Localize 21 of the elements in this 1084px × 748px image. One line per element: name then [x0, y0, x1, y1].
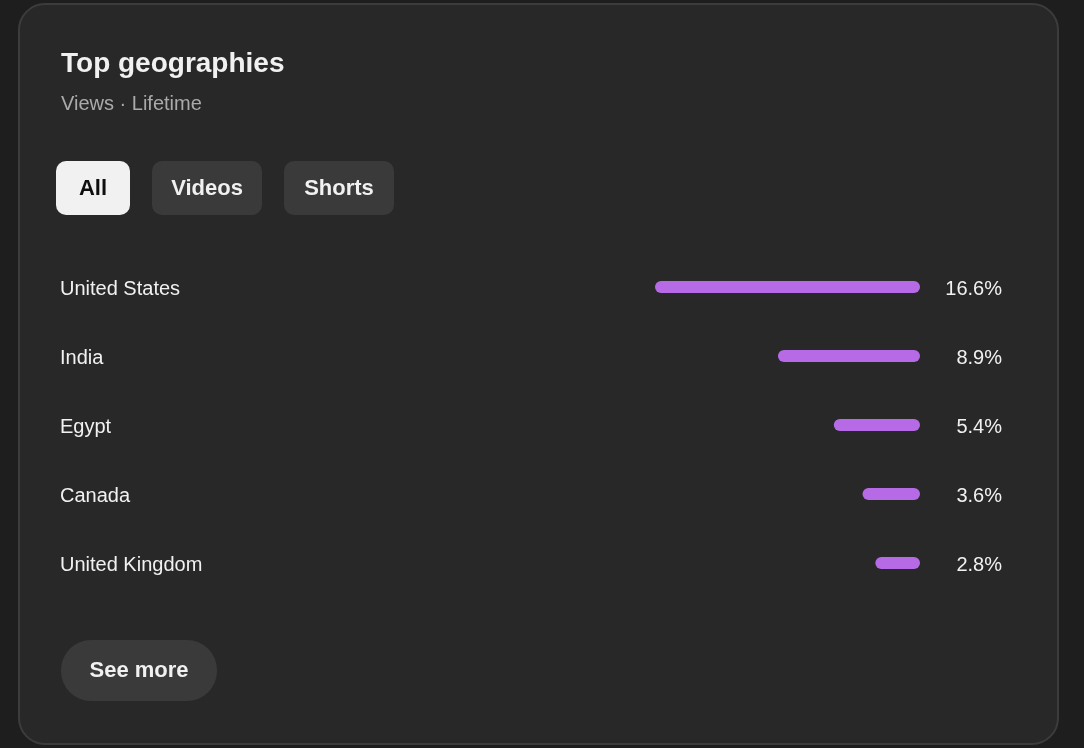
y-tick-label: Canada	[60, 484, 131, 506]
y-tick-label: United Kingdom	[60, 553, 203, 575]
tab: Videos	[152, 161, 262, 215]
text: Views · Lifetime	[61, 92, 202, 114]
data-label: 8.9%	[956, 346, 1003, 368]
y-tick-label: United States	[60, 277, 181, 299]
bar	[862, 488, 920, 500]
y-tick-label: Egypt	[60, 415, 112, 437]
bar	[833, 419, 920, 431]
tab: Shorts	[284, 161, 394, 215]
bar	[777, 350, 920, 362]
data-label: 2.8%	[956, 553, 1003, 575]
data-label: 3.6%	[956, 484, 1003, 506]
data-label: 5.4%	[956, 415, 1003, 437]
selected-tab: All	[56, 161, 130, 215]
button: See more	[61, 640, 217, 701]
text: Top geographies	[61, 47, 285, 78]
y-tick-label: India	[60, 346, 105, 368]
bar	[655, 281, 920, 293]
data-label: 16.6%	[945, 277, 1003, 299]
bar	[875, 557, 920, 569]
